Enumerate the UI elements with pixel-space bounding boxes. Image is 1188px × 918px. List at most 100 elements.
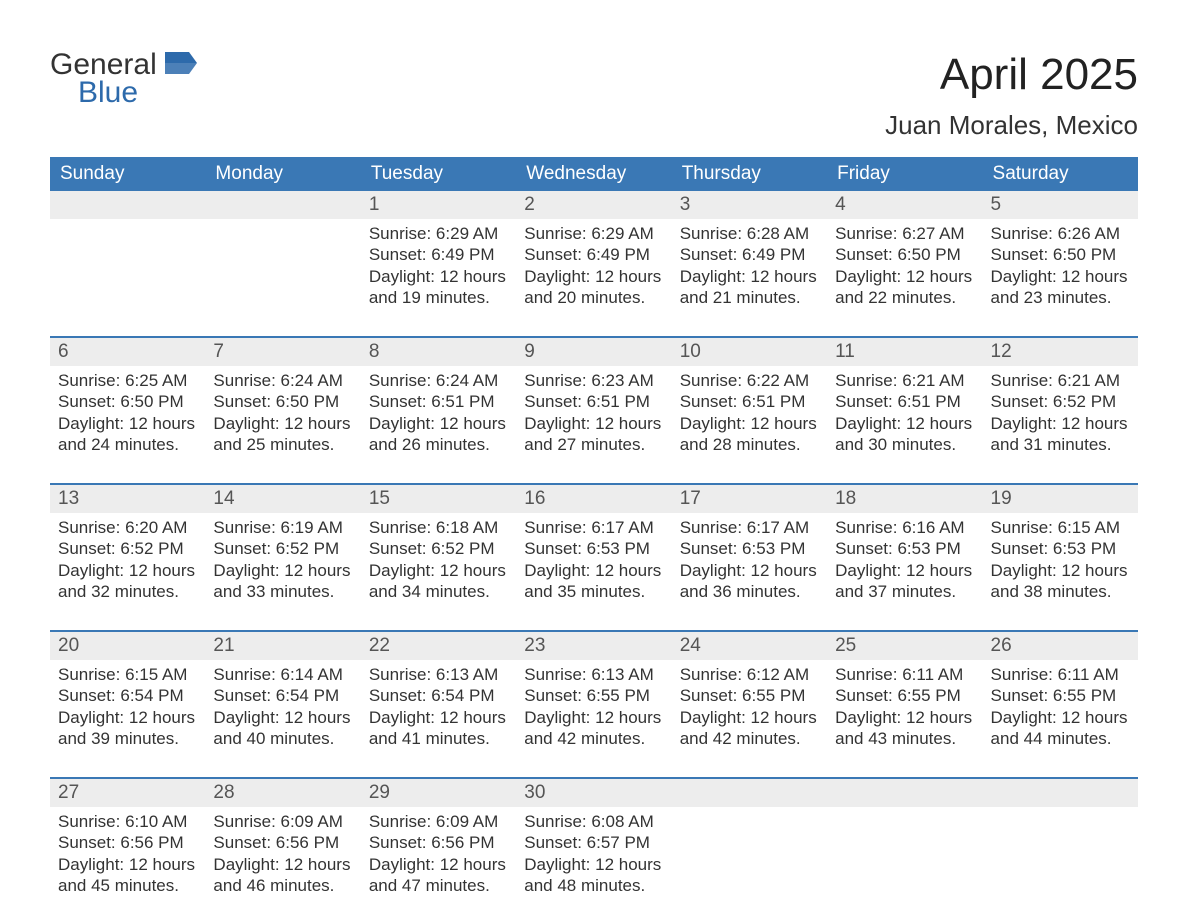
sunset-text: Sunset: 6:52 PM: [991, 391, 1130, 412]
sunrise-text: Sunrise: 6:17 AM: [524, 517, 663, 538]
weekday-header: Wednesday: [516, 157, 671, 191]
sunrise-text: Sunrise: 6:23 AM: [524, 370, 663, 391]
sunset-text: Sunset: 6:57 PM: [524, 832, 663, 853]
day-content: Sunrise: 6:09 AMSunset: 6:56 PMDaylight:…: [361, 807, 516, 898]
day-cell: 25Sunrise: 6:11 AMSunset: 6:55 PMDayligh…: [827, 632, 982, 755]
daylight-text-2: and 35 minutes.: [524, 581, 663, 602]
sunrise-text: Sunrise: 6:08 AM: [524, 811, 663, 832]
day-cell: [827, 779, 982, 902]
day-content: Sunrise: 6:11 AMSunset: 6:55 PMDaylight:…: [827, 660, 982, 751]
day-cell: [50, 191, 205, 314]
day-content: Sunrise: 6:11 AMSunset: 6:55 PMDaylight:…: [983, 660, 1138, 751]
day-cell: 30Sunrise: 6:08 AMSunset: 6:57 PMDayligh…: [516, 779, 671, 902]
daylight-text-1: Daylight: 12 hours: [213, 560, 352, 581]
day-content: Sunrise: 6:23 AMSunset: 6:51 PMDaylight:…: [516, 366, 671, 457]
weekday-header: Saturday: [983, 157, 1138, 191]
day-content: Sunrise: 6:15 AMSunset: 6:53 PMDaylight:…: [983, 513, 1138, 604]
sunset-text: Sunset: 6:56 PM: [58, 832, 197, 853]
sunrise-text: Sunrise: 6:14 AM: [213, 664, 352, 685]
sunrise-text: Sunrise: 6:24 AM: [369, 370, 508, 391]
day-number: 18: [827, 485, 982, 513]
day-number: [983, 779, 1138, 807]
daylight-text-1: Daylight: 12 hours: [213, 854, 352, 875]
sunset-text: Sunset: 6:53 PM: [991, 538, 1130, 559]
day-content: Sunrise: 6:09 AMSunset: 6:56 PMDaylight:…: [205, 807, 360, 898]
daylight-text-1: Daylight: 12 hours: [680, 266, 819, 287]
daylight-text-2: and 33 minutes.: [213, 581, 352, 602]
daylight-text-1: Daylight: 12 hours: [58, 413, 197, 434]
day-cell: 19Sunrise: 6:15 AMSunset: 6:53 PMDayligh…: [983, 485, 1138, 608]
logo-flag-icon: [165, 50, 197, 80]
sunset-text: Sunset: 6:55 PM: [835, 685, 974, 706]
logo: General Blue: [50, 50, 197, 108]
sunset-text: Sunset: 6:54 PM: [369, 685, 508, 706]
day-cell: 1Sunrise: 6:29 AMSunset: 6:49 PMDaylight…: [361, 191, 516, 314]
daylight-text-2: and 36 minutes.: [680, 581, 819, 602]
daylight-text-1: Daylight: 12 hours: [524, 707, 663, 728]
day-number: 15: [361, 485, 516, 513]
day-number: 7: [205, 338, 360, 366]
day-content: Sunrise: 6:29 AMSunset: 6:49 PMDaylight:…: [361, 219, 516, 310]
day-content: Sunrise: 6:24 AMSunset: 6:50 PMDaylight:…: [205, 366, 360, 457]
daylight-text-2: and 47 minutes.: [369, 875, 508, 896]
calendar: Sunday Monday Tuesday Wednesday Thursday…: [50, 157, 1138, 902]
daylight-text-1: Daylight: 12 hours: [680, 413, 819, 434]
day-cell: [983, 779, 1138, 902]
daylight-text-1: Daylight: 12 hours: [991, 560, 1130, 581]
daylight-text-2: and 25 minutes.: [213, 434, 352, 455]
sunrise-text: Sunrise: 6:21 AM: [835, 370, 974, 391]
day-content: Sunrise: 6:10 AMSunset: 6:56 PMDaylight:…: [50, 807, 205, 898]
day-content: Sunrise: 6:18 AMSunset: 6:52 PMDaylight:…: [361, 513, 516, 604]
daylight-text-2: and 24 minutes.: [58, 434, 197, 455]
day-number: 22: [361, 632, 516, 660]
weekday-header: Friday: [827, 157, 982, 191]
sunset-text: Sunset: 6:52 PM: [213, 538, 352, 559]
day-number: 12: [983, 338, 1138, 366]
daylight-text-1: Daylight: 12 hours: [58, 854, 197, 875]
day-number: 2: [516, 191, 671, 219]
sunset-text: Sunset: 6:51 PM: [835, 391, 974, 412]
day-cell: 14Sunrise: 6:19 AMSunset: 6:52 PMDayligh…: [205, 485, 360, 608]
day-cell: 13Sunrise: 6:20 AMSunset: 6:52 PMDayligh…: [50, 485, 205, 608]
day-content: Sunrise: 6:13 AMSunset: 6:54 PMDaylight:…: [361, 660, 516, 751]
weeks-container: 1Sunrise: 6:29 AMSunset: 6:49 PMDaylight…: [50, 191, 1138, 902]
daylight-text-1: Daylight: 12 hours: [524, 266, 663, 287]
day-content: Sunrise: 6:26 AMSunset: 6:50 PMDaylight:…: [983, 219, 1138, 310]
daylight-text-2: and 22 minutes.: [835, 287, 974, 308]
daylight-text-2: and 20 minutes.: [524, 287, 663, 308]
sunrise-text: Sunrise: 6:26 AM: [991, 223, 1130, 244]
sunrise-text: Sunrise: 6:13 AM: [524, 664, 663, 685]
day-number: [672, 779, 827, 807]
day-number: 6: [50, 338, 205, 366]
daylight-text-1: Daylight: 12 hours: [524, 854, 663, 875]
day-number: 28: [205, 779, 360, 807]
day-cell: 10Sunrise: 6:22 AMSunset: 6:51 PMDayligh…: [672, 338, 827, 461]
day-cell: 27Sunrise: 6:10 AMSunset: 6:56 PMDayligh…: [50, 779, 205, 902]
week-row: 27Sunrise: 6:10 AMSunset: 6:56 PMDayligh…: [50, 777, 1138, 902]
sunrise-text: Sunrise: 6:21 AM: [991, 370, 1130, 391]
daylight-text-2: and 31 minutes.: [991, 434, 1130, 455]
sunrise-text: Sunrise: 6:09 AM: [369, 811, 508, 832]
daylight-text-2: and 45 minutes.: [58, 875, 197, 896]
sunset-text: Sunset: 6:52 PM: [58, 538, 197, 559]
day-cell: 21Sunrise: 6:14 AMSunset: 6:54 PMDayligh…: [205, 632, 360, 755]
daylight-text-1: Daylight: 12 hours: [991, 413, 1130, 434]
sunrise-text: Sunrise: 6:13 AM: [369, 664, 508, 685]
daylight-text-2: and 37 minutes.: [835, 581, 974, 602]
day-cell: 26Sunrise: 6:11 AMSunset: 6:55 PMDayligh…: [983, 632, 1138, 755]
sunrise-text: Sunrise: 6:24 AM: [213, 370, 352, 391]
day-number: 13: [50, 485, 205, 513]
daylight-text-2: and 32 minutes.: [58, 581, 197, 602]
sunset-text: Sunset: 6:54 PM: [213, 685, 352, 706]
day-number: 1: [361, 191, 516, 219]
daylight-text-1: Daylight: 12 hours: [58, 560, 197, 581]
day-number: 29: [361, 779, 516, 807]
day-number: 5: [983, 191, 1138, 219]
week-row: 13Sunrise: 6:20 AMSunset: 6:52 PMDayligh…: [50, 483, 1138, 608]
sunrise-text: Sunrise: 6:29 AM: [369, 223, 508, 244]
sunset-text: Sunset: 6:51 PM: [369, 391, 508, 412]
weekday-header: Thursday: [672, 157, 827, 191]
day-cell: 3Sunrise: 6:28 AMSunset: 6:49 PMDaylight…: [672, 191, 827, 314]
daylight-text-2: and 28 minutes.: [680, 434, 819, 455]
daylight-text-2: and 27 minutes.: [524, 434, 663, 455]
